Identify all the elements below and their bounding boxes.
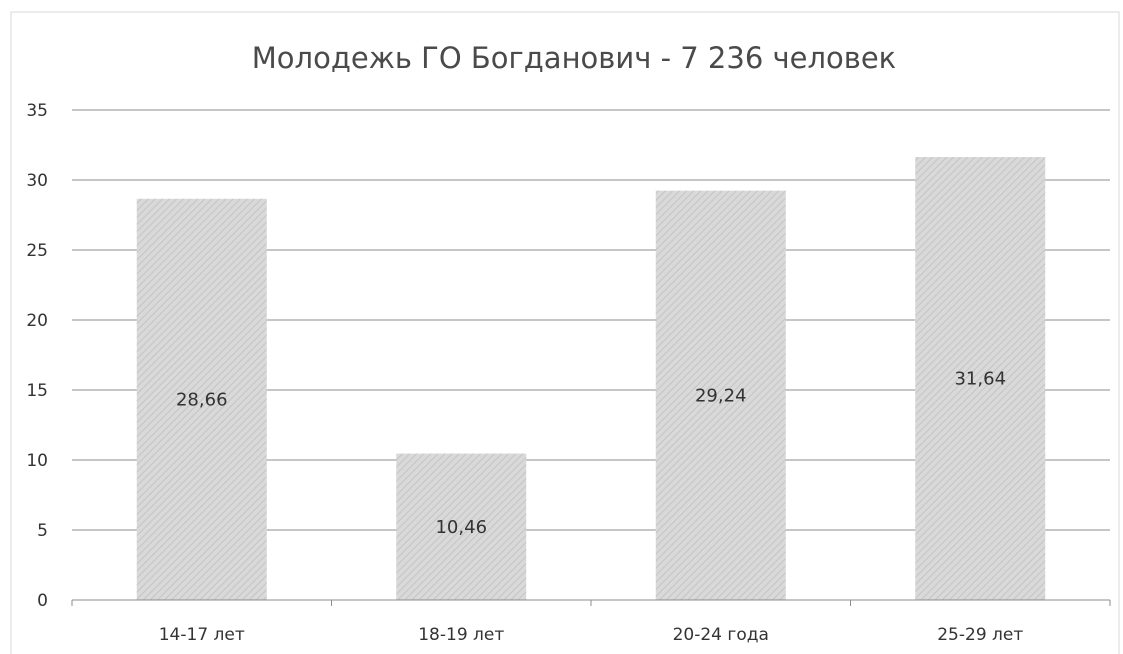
- y-tick-label: 5: [37, 521, 48, 541]
- y-tick-label: 0: [37, 591, 48, 611]
- bar-4: [915, 157, 1046, 601]
- bar-1: [136, 198, 267, 600]
- data-label: 28,66: [176, 389, 228, 410]
- bars: [136, 157, 1046, 601]
- y-tick-label: 30: [26, 171, 48, 191]
- y-axis-tick-labels: 0 5 10 15 20 25 30 35: [26, 101, 48, 611]
- data-label: 31,64: [954, 369, 1006, 390]
- chart-title: Молодежь ГО Богданович - 7 236 человек: [252, 41, 896, 75]
- x-tick-label: 20-24 года: [673, 625, 769, 645]
- y-tick-label: 20: [26, 311, 48, 331]
- x-tick-label: 18-19 лет: [418, 625, 504, 645]
- y-tick-label: 25: [26, 241, 48, 261]
- y-tick-label: 10: [26, 451, 48, 471]
- data-labels: 28,66 10,46 29,24 31,64: [176, 369, 1006, 538]
- x-tick-label: 14-17 лет: [159, 625, 245, 645]
- y-tick-label: 35: [26, 101, 48, 121]
- x-tick-label: 25-29 лет: [937, 625, 1023, 645]
- x-axis-tick-labels: 14-17 лет 18-19 лет 20-24 года 25-29 лет: [159, 625, 1024, 645]
- y-tick-label: 15: [26, 381, 48, 401]
- x-axis: [71, 599, 1111, 606]
- data-label: 29,24: [695, 385, 747, 406]
- bar-3: [655, 190, 786, 600]
- data-label: 10,46: [435, 517, 487, 538]
- bar-2: [396, 453, 527, 600]
